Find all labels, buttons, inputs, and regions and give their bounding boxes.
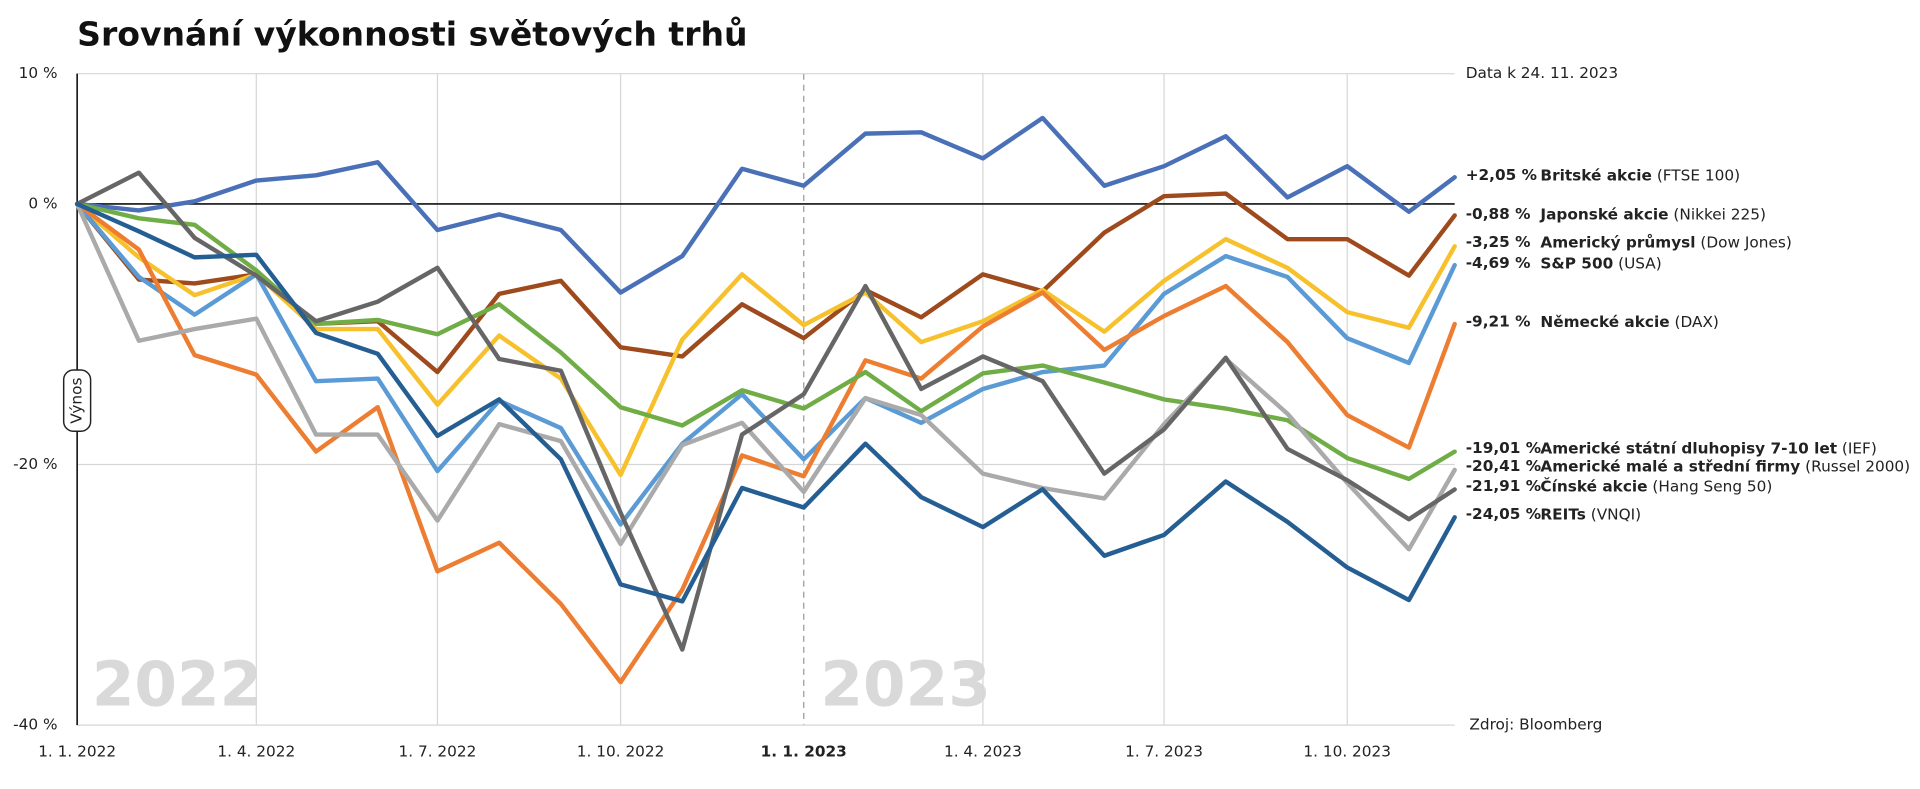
- legend-name: Čínské akcie: [1540, 476, 1647, 495]
- legend-entry: Japonské akcie (Nikkei 225): [1539, 205, 1766, 223]
- legend-name: Japonské akcie: [1539, 205, 1668, 223]
- x-tick-label: 1. 1. 2022: [38, 743, 116, 761]
- legend-name: Americké státní dluhopisy 7-10 let: [1540, 439, 1837, 457]
- series-line: [74, 201, 1457, 552]
- end-value-label: -4,69 %: [1466, 254, 1531, 272]
- series-line: [74, 201, 1457, 527]
- legend-detail: (IEF): [1842, 439, 1877, 457]
- series-line: [74, 201, 1457, 478]
- x-tick-label: 1. 4. 2023: [944, 743, 1022, 761]
- y-tick-label: -40 %: [13, 716, 57, 734]
- legend-entry: Americké malé a střední firmy (Russel 200…: [1540, 457, 1910, 475]
- legend-entry: Britské akcie (FTSE 100): [1540, 166, 1740, 184]
- x-tick-label: 1. 7. 2023: [1125, 743, 1203, 761]
- legend-detail: (USA): [1618, 254, 1662, 272]
- series-line: [74, 201, 1457, 482]
- end-value-label: +2,05 %: [1466, 166, 1537, 184]
- legend-entry: S&P 500 (USA): [1540, 254, 1661, 272]
- series-line: [74, 115, 1457, 295]
- legend-name: Americký průmysl: [1540, 233, 1695, 251]
- end-value-label: -21,91 %: [1466, 477, 1541, 495]
- legend-detail: (FTSE 100): [1657, 166, 1740, 184]
- y-label-box: [62, 369, 92, 432]
- data-note: Data k 24. 11. 2023: [1466, 64, 1618, 82]
- source-note: Zdroj: Bloomberg: [1469, 716, 1602, 734]
- x-tick-label: 1. 4. 2022: [217, 743, 295, 761]
- x-tick-label: 1. 1. 2023: [761, 743, 847, 761]
- x-tick-label: 1. 10. 2022: [577, 743, 665, 761]
- legend-entry: Německé akcie (DAX): [1540, 313, 1718, 331]
- end-value-label: -0,88 %: [1466, 205, 1531, 223]
- legend-entry: Americký průmysl (Dow Jones): [1540, 233, 1791, 251]
- x-tick-label: 1. 7. 2022: [399, 743, 477, 761]
- legend-name: Americké malé a střední firmy: [1540, 457, 1800, 475]
- y-axis-label: Výnos: [68, 378, 86, 424]
- legend-detail: (DAX): [1675, 313, 1719, 331]
- legend-detail: (Nikkei 225): [1673, 205, 1766, 223]
- plot-area: 1. 1. 2022 1. 4. 2022 1. 7. 2022 1. 10. 202…: [13, 64, 1457, 761]
- series-line: [74, 191, 1457, 375]
- legend-name: Německé akcie: [1540, 313, 1669, 331]
- y-tick-label: 0 %: [28, 194, 57, 212]
- chart-title: Srovnání výkonnosti světových trhů: [77, 15, 747, 54]
- legend-name: Britské akcie: [1540, 166, 1652, 184]
- y-tick-label: -20 %: [13, 455, 57, 473]
- legend-detail: (Russel 2000): [1805, 457, 1910, 475]
- end-value-label: -24,05 %: [1466, 505, 1541, 523]
- legend-detail: (VNQI): [1591, 505, 1641, 523]
- series-line: [74, 170, 1457, 652]
- legend-entry: Americké státní dluhopisy 7-10 let (IEF): [1540, 439, 1876, 457]
- legend-detail: (Dow Jones): [1700, 233, 1791, 251]
- x-tick-label: 1. 10. 2023: [1303, 743, 1391, 761]
- end-value-label: -19,01 %: [1466, 439, 1541, 457]
- legend-name: REITs: [1540, 505, 1585, 523]
- end-value-label: -20,41 %: [1466, 457, 1541, 475]
- legend-entry: REITs (VNQI): [1540, 505, 1641, 523]
- year-watermark: 2023: [820, 650, 990, 721]
- series-line: [74, 201, 1457, 604]
- year-watermark: 2022: [92, 650, 262, 721]
- series-line: [74, 201, 1457, 685]
- legend-entry: Čínské akcie (Hang Seng 50): [1540, 476, 1772, 495]
- end-value-label: -9,21 %: [1466, 313, 1531, 331]
- y-tick-label: 10 %: [19, 64, 58, 82]
- legend-name: S&P 500: [1540, 254, 1613, 272]
- legend-detail: (Hang Seng 50): [1652, 477, 1772, 495]
- end-value-label: -3,25 %: [1466, 233, 1531, 251]
